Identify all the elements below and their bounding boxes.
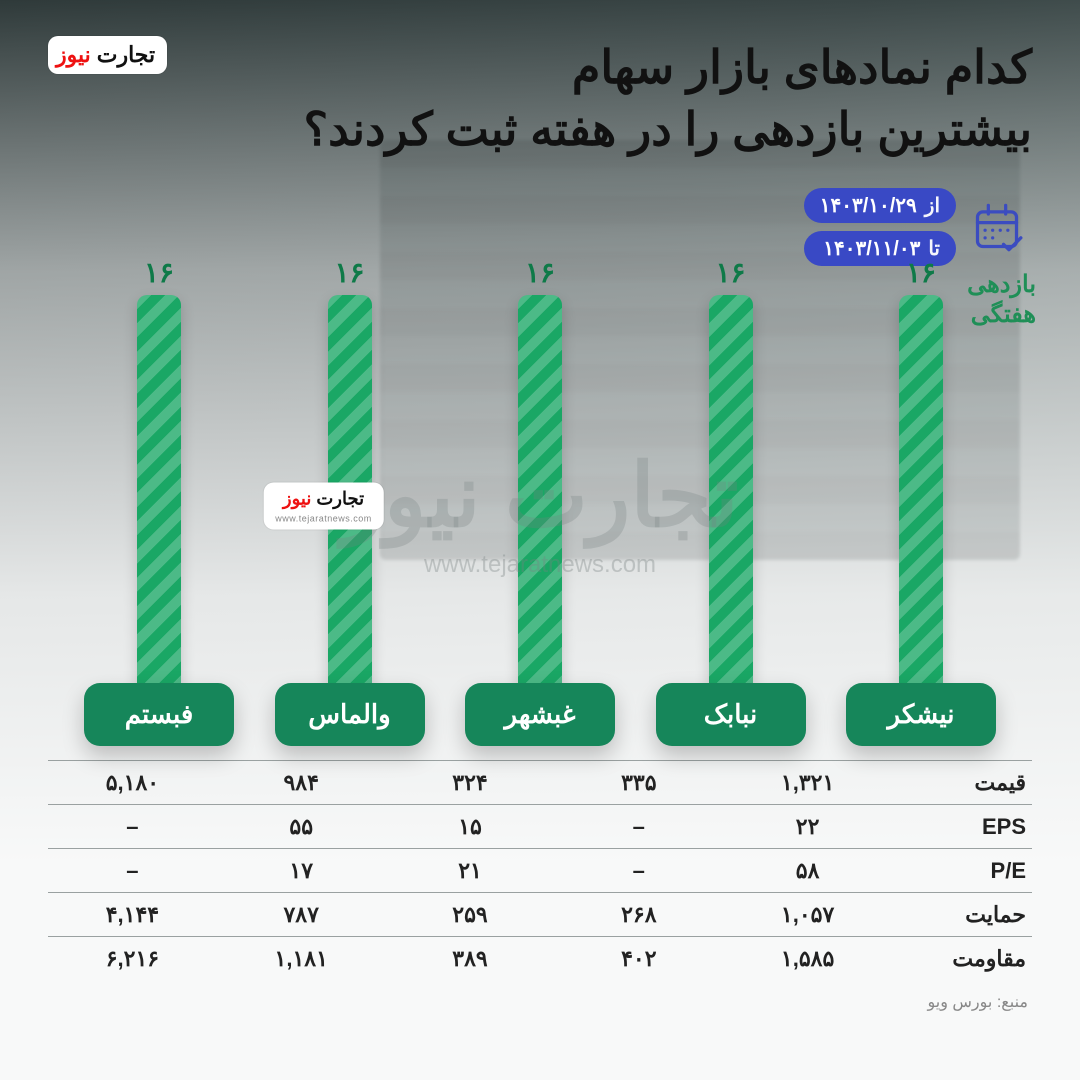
calendar-icon	[970, 201, 1024, 253]
date-from: ۱۴۰۳/۱۰/۲۹	[820, 193, 917, 218]
date-row: از ۱۴۰۳/۱۰/۲۹ تا ۱۴۰۳/۱۱/۰۳	[48, 188, 1024, 266]
title-line-2: بیشترین بازدهی را در هفته ثبت کردند؟	[304, 98, 1032, 160]
date-from-label: از	[925, 193, 940, 218]
bar-name-chip: نبابک	[656, 683, 806, 746]
bar-name-chip: فبستم	[84, 683, 234, 746]
bar-value: ۱۶	[144, 256, 174, 289]
table-cell: –	[48, 858, 217, 884]
bar-col: ۱۶ غبشهر	[465, 256, 615, 746]
bar-name-chip: نیشکر	[846, 683, 996, 746]
bars: ۱۶فبستم۱۶والماس۱۶غبشهر۱۶نبابک۱۶نیشکر	[48, 276, 1032, 746]
table-cell: ۲۶۸	[554, 902, 723, 928]
bar-value: ۱۶	[525, 256, 555, 289]
bar-value: ۱۶	[334, 256, 364, 289]
bar-col: ۱۶ فبستم	[84, 256, 234, 746]
content: کدام نمادهای بازار سهام بیشترین بازدهی ر…	[0, 0, 1080, 1080]
topbar: کدام نمادهای بازار سهام بیشترین بازدهی ر…	[48, 36, 1032, 160]
brand-logo: تجارت نیوز	[48, 36, 167, 74]
table-cell: ۵۸	[723, 858, 892, 884]
table-cell: ۱,۰۵۷	[723, 902, 892, 928]
bar-name-chip: غبشهر	[465, 683, 615, 746]
table-cell: ۳۳۵	[554, 770, 723, 796]
title-line-1: کدام نمادهای بازار سهام	[304, 36, 1032, 98]
bar-value: ۱۶	[906, 256, 936, 289]
row-header: مقاومت	[892, 946, 1032, 972]
bar-name-chip: والماس	[275, 683, 425, 746]
axis-label: بازدهی هفتگی	[967, 270, 1036, 330]
bar	[137, 295, 181, 695]
table-row: P/E۵۸–۲۱۱۷–	[48, 848, 1032, 892]
date-pills: از ۱۴۰۳/۱۰/۲۹ تا ۱۴۰۳/۱۱/۰۳	[804, 188, 956, 266]
table-cell: ۱,۵۸۵	[723, 946, 892, 972]
row-header: حمایت	[892, 902, 1032, 928]
axis-label-1: بازدهی	[967, 270, 1036, 300]
date-from-pill: از ۱۴۰۳/۱۰/۲۹	[804, 188, 956, 223]
table-cell: ۲۵۹	[386, 902, 555, 928]
table-cell: ۲۲	[723, 814, 892, 840]
table-row: مقاومت۱,۵۸۵۴۰۲۳۸۹۱,۱۸۱۶,۲۱۶	[48, 936, 1032, 980]
bar	[709, 295, 753, 695]
table-cell: ۹۸۴	[217, 770, 386, 796]
axis-label-2: هفتگی	[967, 300, 1036, 330]
table-cell: ۱۷	[217, 858, 386, 884]
bar	[328, 295, 372, 695]
table-cell: ۱,۱۸۱	[217, 946, 386, 972]
bar-col: ۱۶ نبابک	[656, 256, 806, 746]
table-cell: ۲۱	[386, 858, 555, 884]
table-cell: ۴,۱۴۴	[48, 902, 217, 928]
data-table: قیمت۱,۳۲۱۳۳۵۳۲۴۹۸۴۵,۱۸۰EPS۲۲–۱۵۵۵–P/E۵۸–…	[48, 760, 1032, 980]
table-cell: –	[48, 814, 217, 840]
brand-dark: تجارت	[97, 42, 155, 68]
table-cell: ۵۵	[217, 814, 386, 840]
source: منبع: بورس ویو	[48, 992, 1032, 1012]
row-header: قیمت	[892, 770, 1032, 796]
table-cell: –	[554, 814, 723, 840]
bar-col: ۱۶ والماس	[275, 256, 425, 746]
row-header: P/E	[892, 858, 1032, 884]
chart-area: بازدهی هفتگی تجارت نیوز www.tejaratnews.…	[48, 276, 1032, 746]
table-row: قیمت۱,۳۲۱۳۳۵۳۲۴۹۸۴۵,۱۸۰	[48, 760, 1032, 804]
title-block: کدام نمادهای بازار سهام بیشترین بازدهی ر…	[304, 36, 1032, 160]
table-cell: ۳۸۹	[386, 946, 555, 972]
table-cell: ۵,۱۸۰	[48, 770, 217, 796]
bar	[518, 295, 562, 695]
bar	[899, 295, 943, 695]
table-row: حمایت۱,۰۵۷۲۶۸۲۵۹۷۸۷۴,۱۴۴	[48, 892, 1032, 936]
row-header: EPS	[892, 814, 1032, 840]
table-cell: –	[554, 858, 723, 884]
table-cell: ۳۲۴	[386, 770, 555, 796]
table-cell: ۷۸۷	[217, 902, 386, 928]
bar-value: ۱۶	[715, 256, 745, 289]
table-cell: ۱۵	[386, 814, 555, 840]
table-cell: ۱,۳۲۱	[723, 770, 892, 796]
table-cell: ۶,۲۱۶	[48, 946, 217, 972]
table-row: EPS۲۲–۱۵۵۵–	[48, 804, 1032, 848]
table-cell: ۴۰۲	[554, 946, 723, 972]
brand-red: نیوز	[56, 42, 91, 68]
